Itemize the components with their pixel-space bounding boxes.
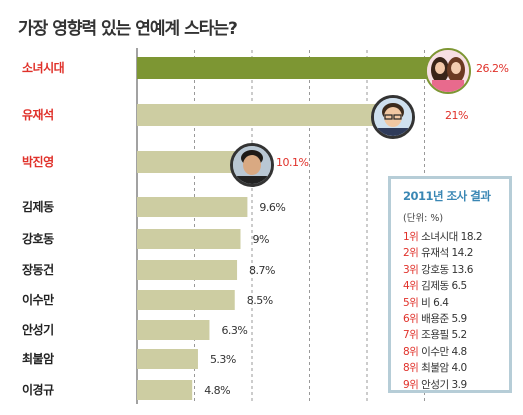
rank-label: 8위 xyxy=(403,345,419,358)
value-label: 9% xyxy=(253,233,269,246)
rank-entry: 유재석 14.2 xyxy=(418,247,473,260)
rank-entry: 최불암 4.0 xyxy=(418,362,467,375)
previous-survey-row: 8위 이수만 4.8 xyxy=(403,344,509,360)
chart-title: 가장 영향력 있는 연예계 스타는? xyxy=(18,19,238,39)
bar xyxy=(137,197,248,217)
rank-label: 9위 xyxy=(403,378,419,391)
previous-survey-row: 7위 조용필 5.2 xyxy=(403,327,509,343)
rank-entry: 조용필 5.2 xyxy=(418,329,467,342)
value-label: 5.3% xyxy=(210,353,236,366)
previous-survey-row: 4위 김제동 6.5 xyxy=(403,278,509,294)
bar xyxy=(137,57,439,79)
value-label: 21% xyxy=(445,109,468,122)
previous-survey-row: 5위 비 6.4 xyxy=(403,295,509,311)
rank-label: 7위 xyxy=(403,329,419,342)
category-label: 박진영 xyxy=(22,154,54,169)
bar xyxy=(137,380,193,400)
rank-label: 5위 xyxy=(403,296,419,309)
value-label: 8.7% xyxy=(249,264,275,277)
previous-survey-unit: (단위: %) xyxy=(403,213,444,224)
previous-survey-row: 1위 소녀시대 18.2 xyxy=(403,229,509,245)
bar xyxy=(137,320,210,340)
category-label: 강호동 xyxy=(22,232,54,246)
rank-entry: 안성기 3.9 xyxy=(418,378,467,391)
rank-label: 4위 xyxy=(403,280,419,293)
category-label: 유재석 xyxy=(22,108,54,122)
bar xyxy=(137,229,241,249)
category-label: 안성기 xyxy=(22,322,54,337)
rank-entry: 비 6.4 xyxy=(418,296,449,309)
rank-label: 6위 xyxy=(403,312,419,325)
park-jin-young-photo-icon xyxy=(230,143,274,187)
value-label: 26.2% xyxy=(476,62,508,75)
previous-survey-list: 1위 소녀시대 18.2 2위 유재석 14.2 3위 강호동 13.6 4위 김제동… xyxy=(403,229,509,393)
rank-entry: 이수만 4.8 xyxy=(418,345,467,358)
bars xyxy=(137,57,439,400)
previous-survey-row: 6위 배용준 5.9 xyxy=(403,311,509,327)
category-label: 김제동 xyxy=(22,199,54,214)
category-label: 이경규 xyxy=(22,382,54,397)
bar xyxy=(137,290,235,310)
bar xyxy=(137,349,198,369)
previous-survey-row: 9위 안성기 3.9 xyxy=(403,377,509,393)
category-label: 이수만 xyxy=(22,292,54,307)
rank-entry: 김제동 6.5 xyxy=(418,280,467,293)
rank-label: 1위 xyxy=(403,231,419,243)
value-label: 10.1% xyxy=(276,156,308,169)
rank-entry: 배용준 5.9 xyxy=(418,312,467,325)
category-label: 최불암 xyxy=(22,351,54,366)
rank-entry: 강호동 13.6 xyxy=(418,263,473,276)
category-label: 소녀시대 xyxy=(22,60,65,75)
yoo-jae-suk-photo-icon xyxy=(371,95,415,139)
girls-generation-photo-icon xyxy=(425,48,471,94)
value-label: 8.5% xyxy=(247,294,273,307)
previous-survey-box: 2011년 조사 결과 (단위: %) 1위 소녀시대 18.2 2위 유재석 1… xyxy=(388,176,512,393)
rank-entry: 소녀시대 18.2 xyxy=(418,231,483,243)
value-label: 9.6% xyxy=(259,201,285,214)
bar xyxy=(137,104,379,126)
bar xyxy=(137,260,238,280)
bar xyxy=(137,151,254,173)
value-label: 6.3% xyxy=(221,324,247,337)
rank-label: 8위 xyxy=(403,362,419,375)
previous-survey-row: 2위 유재석 14.2 xyxy=(403,245,509,261)
value-label: 4.8% xyxy=(204,384,230,397)
rank-label: 2위 xyxy=(403,247,419,260)
rank-label: 3위 xyxy=(403,263,419,276)
previous-survey-row: 8위 최불암 4.0 xyxy=(403,360,509,376)
category-label: 장동건 xyxy=(22,262,54,277)
previous-survey-row: 3위 강호동 13.6 xyxy=(403,262,509,278)
value-labels: 26.2% 21% 10.1% 9.6% 9% 8.7% 8.5% 6.3% 5.3% 4.8% xyxy=(204,62,509,397)
previous-survey-title: 2011년 조사 결과 xyxy=(403,189,491,203)
